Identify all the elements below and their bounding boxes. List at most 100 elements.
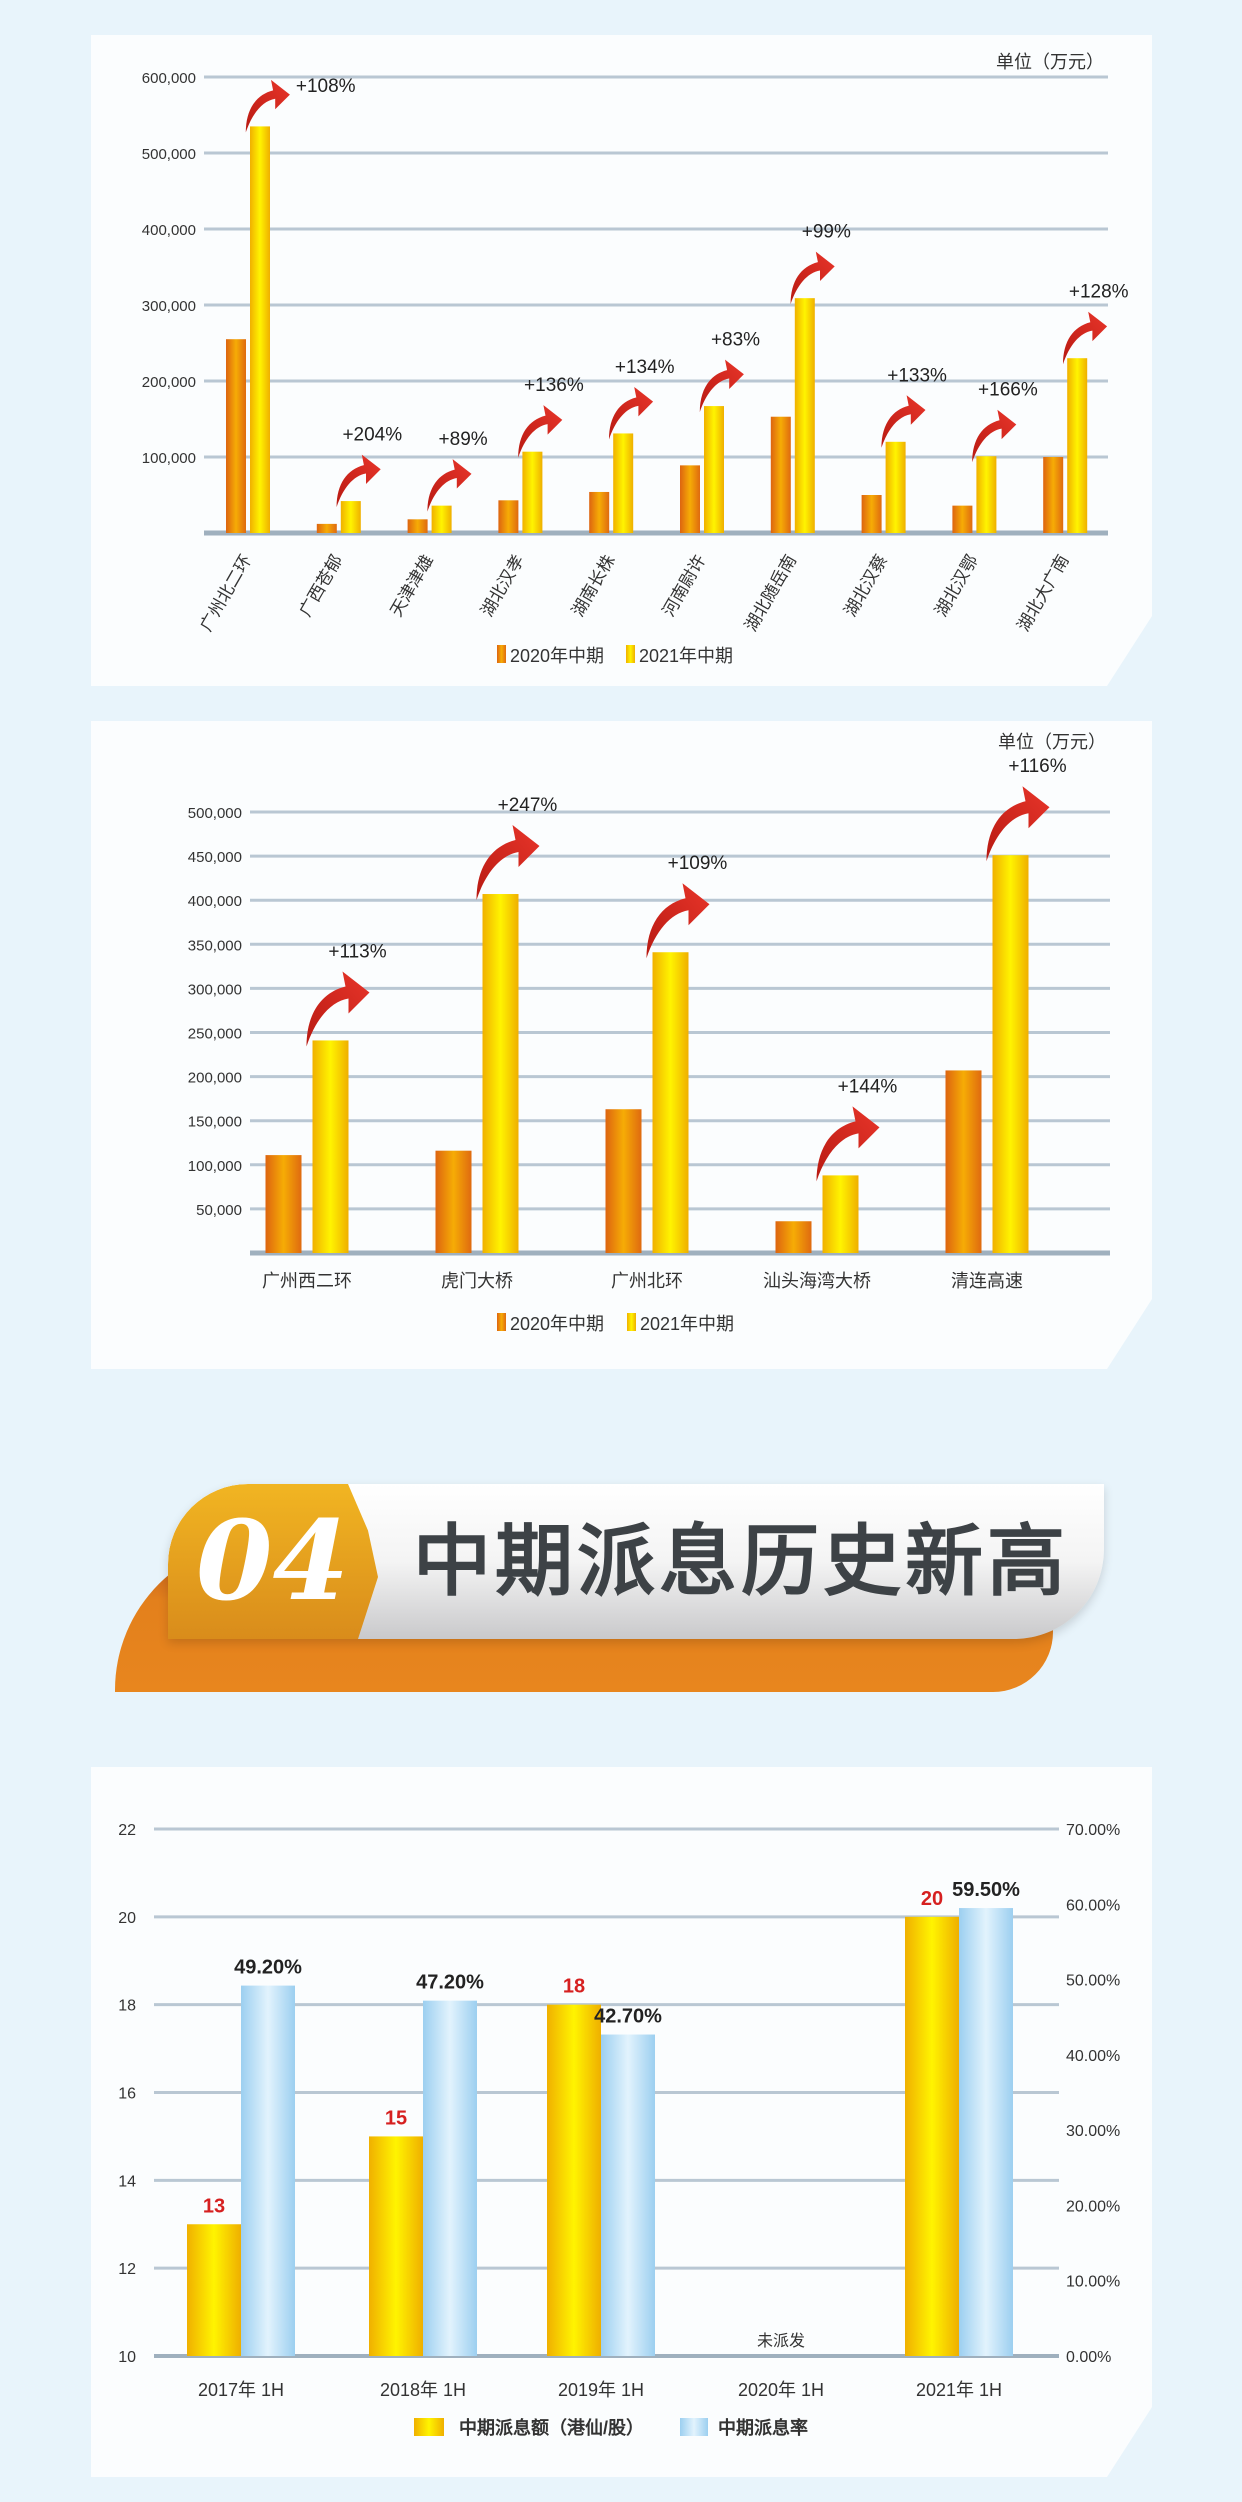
growth-arrow-icon: [476, 825, 540, 901]
y-tick-label: 500,000: [188, 805, 242, 822]
growth-label: +109%: [668, 853, 728, 874]
y-tick-label: 400,000: [188, 893, 242, 910]
dividend-value-label: 18: [563, 1976, 585, 1998]
chart-panel-2: [91, 721, 1152, 1369]
bar-2021: [522, 451, 543, 533]
right-y-tick-label: 10.00%: [1066, 2274, 1120, 2291]
category-label: 虎门大桥: [441, 1271, 513, 1291]
dividend-value-label: 15: [385, 2107, 407, 2129]
left-y-tick-label: 20: [118, 1910, 136, 1927]
payout-value-label: 59.50%: [952, 1879, 1020, 1901]
growth-label: +116%: [1008, 756, 1066, 777]
left-y-tick-label: 22: [118, 1822, 136, 1839]
bar-2021: [976, 456, 997, 533]
left-y-tick-label: 12: [118, 2261, 136, 2278]
growth-arrow-icon: [427, 459, 472, 512]
legend-label-2021: 2021年中期: [639, 646, 733, 666]
growth-label: +133%: [887, 365, 947, 386]
payout-value-label: 49.20%: [234, 1957, 302, 1979]
dividend-bar: [905, 1916, 959, 2356]
category-label: 2020年 1H: [738, 2380, 824, 2400]
dividend-value-label: 13: [203, 2195, 225, 2217]
bar-2020: [605, 1109, 642, 1253]
growth-arrow-icon: [306, 971, 370, 1047]
payout-bar: [423, 2000, 477, 2356]
category-label: 2018年 1H: [380, 2380, 466, 2400]
growth-arrow-icon: [336, 454, 381, 508]
growth-arrow-icon: [790, 251, 835, 305]
y-tick-label: 300,000: [188, 981, 242, 998]
category-label: 清连高速: [951, 1271, 1023, 1291]
bar-2020: [407, 519, 428, 533]
growth-label: +113%: [328, 941, 386, 962]
right-y-tick-label: 50.00%: [1066, 1973, 1120, 1990]
legend-label-payout: 中期派息率: [718, 2417, 808, 2438]
banner-number: 04: [196, 1496, 350, 1625]
unit-label: 单位（万元）: [998, 732, 1106, 752]
category-label: 湖北大广南: [1014, 552, 1073, 635]
left-y-tick-label: 16: [118, 2086, 136, 2103]
bar-2021: [652, 952, 689, 1253]
growth-arrow-icon: [646, 883, 710, 959]
growth-label: +136%: [524, 375, 584, 396]
dividend-value-label: 20: [921, 1888, 943, 1910]
y-tick-label: 100,000: [188, 1158, 242, 1175]
bar-2021: [885, 441, 906, 533]
legend-swatch-payout: [680, 2418, 708, 2436]
category-label: 2021年 1H: [916, 2380, 1002, 2400]
bar-2021: [992, 855, 1029, 1253]
growth-label: +134%: [615, 357, 675, 378]
category-label: 湖北汉孝: [477, 552, 527, 620]
right-y-tick-label: 40.00%: [1066, 2048, 1120, 2065]
bar-2021: [1067, 358, 1088, 533]
dividend-bar: [187, 2224, 241, 2356]
growth-arrow-icon: [881, 395, 926, 448]
growth-label: +247%: [498, 795, 558, 816]
growth-label: +204%: [342, 425, 402, 446]
growth-arrow-icon: [816, 1106, 880, 1182]
not-paid-annotation: 未派发: [757, 2332, 805, 2350]
growth-arrow-icon: [1063, 311, 1108, 365]
y-tick-label: 100,000: [142, 450, 196, 467]
bar-2020: [770, 416, 791, 533]
growth-arrow-icon: [518, 405, 563, 458]
category-label: 河南尉许: [659, 552, 709, 620]
legend-swatch-2020: [497, 1313, 506, 1331]
bar-2021: [312, 1040, 349, 1253]
bar-2020: [589, 491, 610, 533]
legend-swatch-2020: [497, 645, 506, 663]
right-y-tick-label: 70.00%: [1066, 1822, 1120, 1839]
y-tick-label: 500,000: [142, 146, 196, 163]
category-label: 湖北随岳南: [741, 552, 800, 635]
y-tick-label: 200,000: [142, 374, 196, 391]
y-tick-label: 600,000: [142, 70, 196, 87]
bar-2020: [498, 500, 519, 533]
payout-bar: [601, 2034, 655, 2356]
legend-label-2020: 2020年中期: [510, 1314, 604, 1334]
payout-value-label: 47.20%: [416, 1972, 484, 1994]
growth-arrow-icon: [245, 79, 290, 133]
bar-2020: [861, 495, 882, 533]
growth-label: +99%: [802, 222, 851, 243]
right-y-tick-label: 0.00%: [1066, 2349, 1111, 2366]
y-tick-label: 350,000: [188, 937, 242, 954]
category-label: 广州北二环: [197, 552, 256, 635]
right-y-tick-label: 20.00%: [1066, 2198, 1120, 2215]
payout-bar: [241, 1985, 295, 2356]
y-tick-label: 300,000: [142, 298, 196, 315]
category-label: 2017年 1H: [198, 2380, 284, 2400]
growth-label: +166%: [978, 380, 1038, 401]
bar-2020: [435, 1150, 472, 1253]
growth-arrow-icon: [986, 786, 1050, 862]
category-label: 湖南长株: [568, 552, 618, 620]
legend-swatch-2021: [626, 645, 635, 663]
y-tick-label: 250,000: [188, 1026, 242, 1043]
legend-swatch-2021: [627, 1313, 636, 1331]
bar-2021: [704, 406, 724, 533]
y-tick-label: 400,000: [142, 222, 196, 239]
y-tick-label: 200,000: [188, 1070, 242, 1087]
legend-label-dividend: 中期派息额（港仙/股）: [459, 2417, 644, 2438]
dividend-bar: [369, 2136, 423, 2356]
category-label: 2019年 1H: [558, 2380, 644, 2400]
